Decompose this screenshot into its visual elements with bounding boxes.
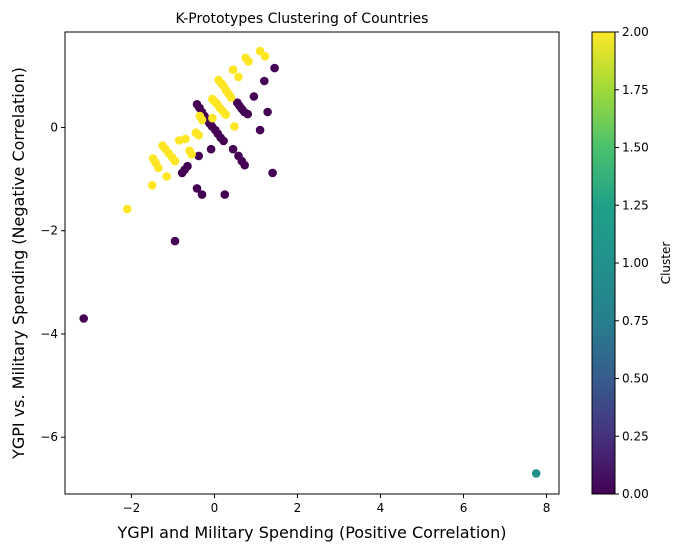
data-point [123, 204, 132, 214]
colorbar-tick-label: 0.75 [622, 314, 649, 328]
y-tick-label: −6 [40, 430, 58, 444]
data-point [187, 150, 196, 159]
data-point [263, 107, 272, 117]
data-point [162, 172, 171, 181]
x-tick-label: −2 [123, 501, 141, 515]
x-tick-label: 6 [460, 501, 468, 515]
data-point [230, 122, 239, 131]
data-point [255, 125, 265, 135]
data-point [531, 469, 541, 478]
data-point [228, 65, 238, 74]
data-point [240, 160, 249, 170]
data-point [234, 72, 243, 82]
y-tick-label: −4 [40, 327, 58, 341]
y-tick-label: −2 [40, 224, 58, 238]
colorbar-ticks: 0.00 0.25 0.50 0.75 1.00 1.25 1.50 1.75 2.00 [615, 25, 649, 501]
data-point [194, 130, 203, 140]
x-axis-label: YGPI and Military Spending (Positive Cor… [117, 523, 507, 542]
data-point [170, 236, 180, 246]
data-point [197, 115, 207, 125]
x-tick-label: 8 [543, 501, 551, 515]
data-point [260, 76, 269, 86]
colorbar-tick-label: 1.75 [622, 83, 649, 97]
points-layer [79, 46, 541, 478]
x-tick-label: 0 [211, 501, 219, 515]
data-point [249, 92, 259, 101]
colorbar-label: Cluster [659, 242, 673, 285]
colorbar-tick-label: 2.00 [622, 25, 649, 39]
data-point [154, 163, 163, 173]
data-point [221, 110, 230, 119]
colorbar-tick-label: 1.00 [622, 256, 649, 270]
colorbar-tick-label: 1.25 [622, 198, 649, 212]
data-point [270, 63, 279, 73]
colorbar-tick-label: 0.25 [622, 429, 649, 443]
data-point [220, 190, 230, 199]
y-axis-ticks: −6 −4 −2 0 [40, 120, 65, 444]
data-point [177, 168, 187, 178]
data-point [194, 151, 203, 161]
data-point [244, 57, 253, 66]
data-point [268, 168, 277, 178]
y-axis-label: YGPI vs. Military Spending (Negative Cor… [9, 67, 28, 460]
data-point [192, 184, 202, 193]
x-tick-label: 2 [294, 501, 302, 515]
data-point [260, 52, 270, 61]
data-point [206, 144, 216, 154]
data-point [243, 109, 252, 119]
x-axis-ticks: −2 0 2 4 6 8 [123, 494, 551, 515]
colorbar [591, 31, 616, 495]
plot-area-frame [64, 31, 560, 495]
data-point [147, 181, 157, 190]
data-point [228, 144, 238, 154]
data-point [197, 190, 207, 199]
data-point [170, 156, 180, 166]
data-point [208, 113, 217, 123]
colorbar-tick-label: 0.50 [622, 372, 649, 386]
data-point [79, 314, 88, 323]
data-point [219, 136, 228, 146]
y-tick-label: 0 [50, 120, 58, 134]
data-point [174, 136, 184, 145]
colorbar-tick-label: 0.00 [622, 487, 649, 501]
chart-title: K-Prototypes Clustering of Countries [176, 11, 429, 27]
data-point [226, 93, 236, 102]
colorbar-tick-label: 1.50 [622, 141, 649, 155]
x-tick-label: 4 [377, 501, 385, 515]
